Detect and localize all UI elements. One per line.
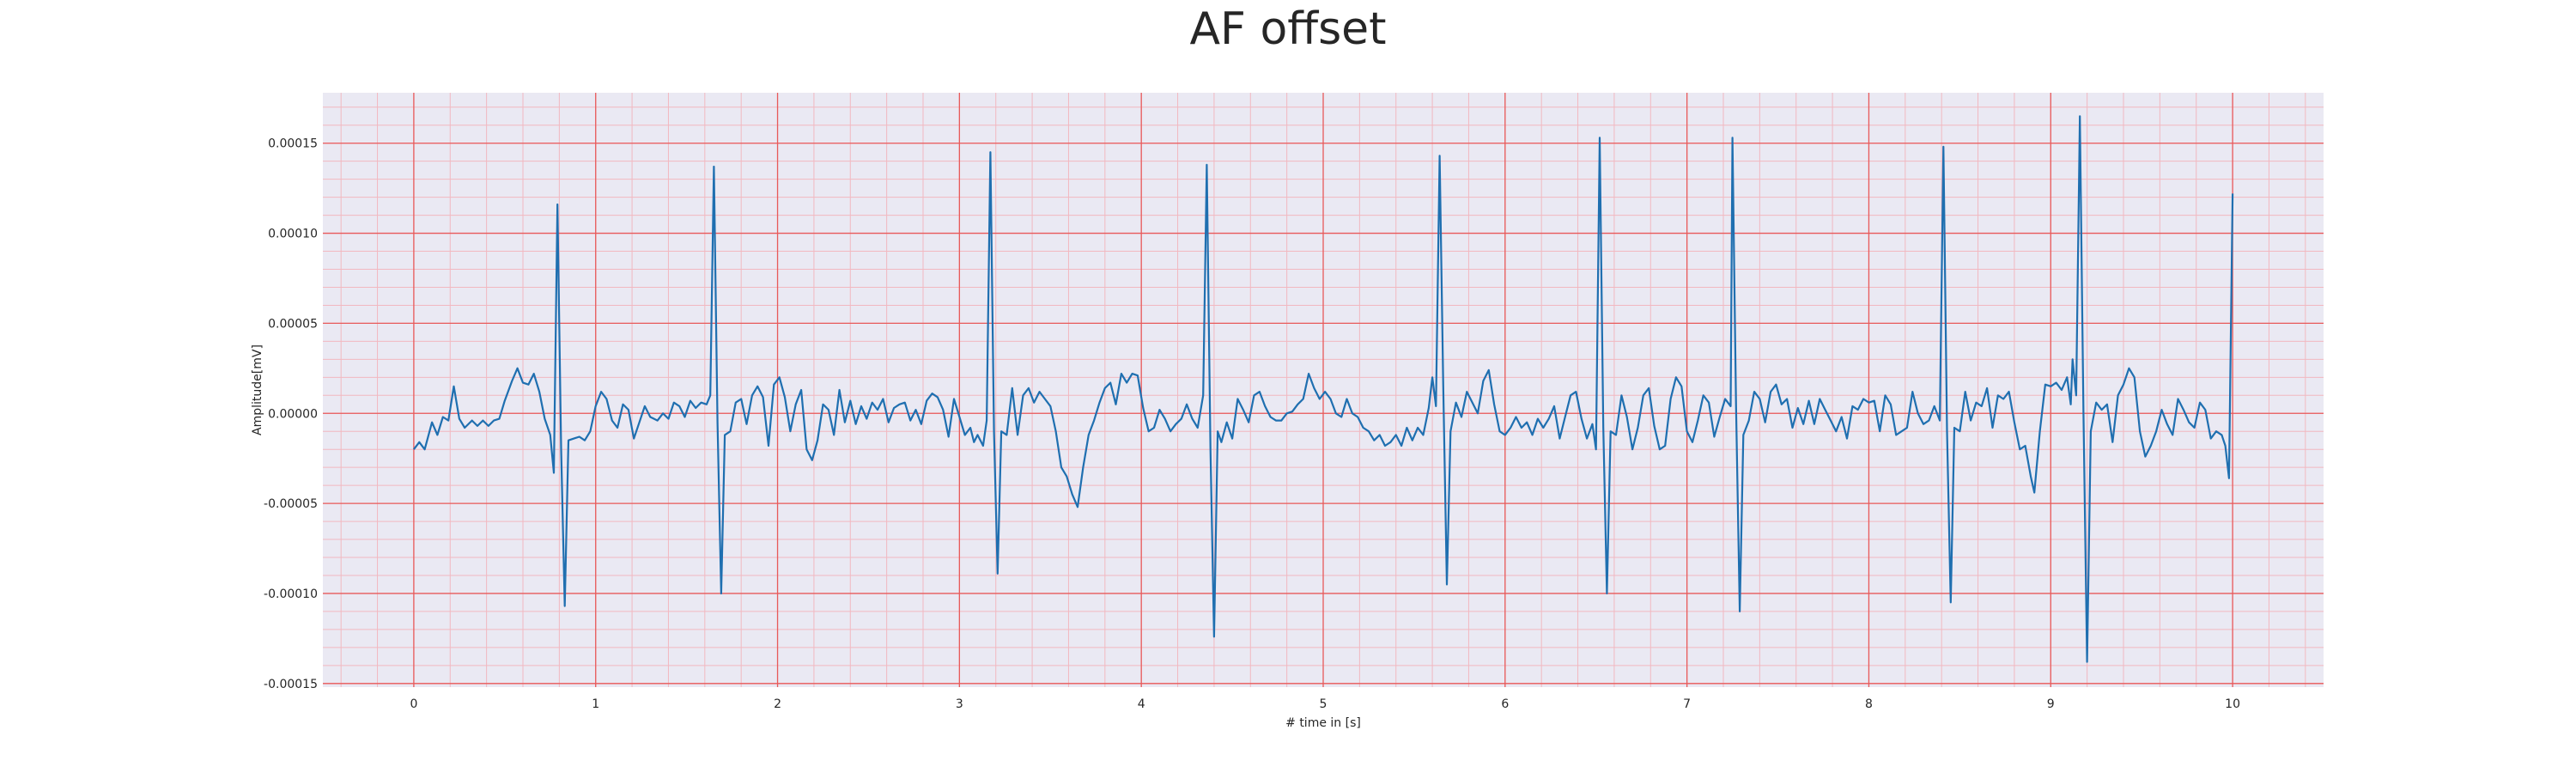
- y-tick-label: -0.00005: [264, 497, 318, 511]
- x-tick-label: 7: [1683, 697, 1691, 711]
- y-tick-label: 0.00015: [268, 137, 318, 151]
- x-axis-label: # time in [s]: [1285, 716, 1361, 730]
- y-axis-ticks: 0.00015 0.00010 0.00005 0.00000 -0.00005 -0.0…: [264, 137, 318, 691]
- chart-title: AF offset: [1189, 3, 1387, 55]
- y-tick-label: 0.00000: [268, 407, 318, 421]
- x-tick-label: 2: [774, 697, 781, 711]
- x-tick-label: 6: [1501, 697, 1509, 711]
- y-tick-label: -0.00010: [264, 587, 318, 601]
- x-tick-label: 5: [1320, 697, 1327, 711]
- series-line: [413, 115, 2234, 663]
- data-layer: [413, 115, 2234, 663]
- x-tick-label: 1: [592, 697, 599, 711]
- x-tick-label: 0: [410, 697, 417, 711]
- y-tick-label: -0.00015: [264, 678, 318, 691]
- x-tick-label: 10: [2225, 697, 2240, 711]
- x-axis-ticks: 0 1 2 3 4 5 6 7 8 9 10: [410, 697, 2240, 711]
- y-tick-label: 0.00005: [268, 317, 318, 331]
- x-tick-label: 3: [956, 697, 963, 711]
- x-tick-label: 4: [1138, 697, 1145, 711]
- y-tick-label: 0.00010: [268, 228, 318, 241]
- x-tick-label: 9: [2047, 697, 2055, 711]
- x-tick-label: 8: [1865, 697, 1873, 711]
- y-axis-label: Amplitude[mV]: [251, 344, 264, 435]
